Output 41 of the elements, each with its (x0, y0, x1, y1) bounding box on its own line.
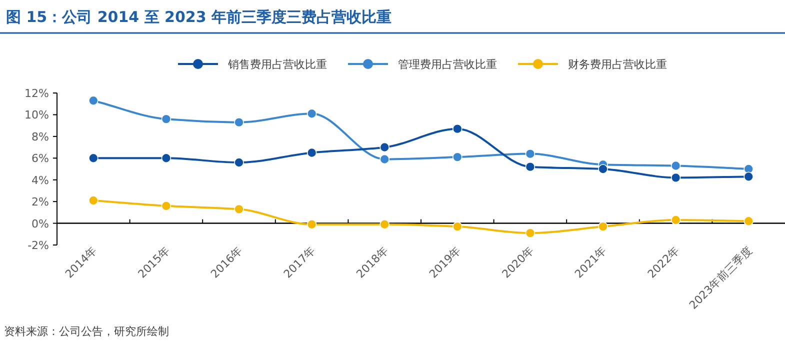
point (161, 153, 172, 164)
point (161, 201, 172, 211)
y-tick-label: 2% (32, 196, 49, 209)
point (525, 162, 536, 172)
point (670, 160, 681, 171)
point (670, 215, 681, 225)
point (380, 154, 390, 164)
text: 资料来源：公司公告，研究所绘制 (4, 325, 169, 338)
point (525, 228, 536, 238)
y-tick-label: 6% (32, 152, 49, 166)
point (88, 196, 98, 206)
point (380, 219, 390, 230)
point (234, 158, 244, 168)
point (452, 152, 462, 162)
point (598, 222, 608, 232)
point (234, 204, 244, 214)
legend-label: 销售费用占营收比重 (227, 58, 327, 71)
y-tick-label: 4% (32, 174, 49, 187)
y-tick-label: 8% (32, 130, 49, 144)
point (525, 148, 536, 159)
point (306, 219, 317, 230)
point (598, 164, 608, 174)
point (88, 153, 98, 164)
y-tick-label: 0% (32, 217, 49, 230)
y-tick-label: 12% (24, 87, 49, 100)
point (670, 172, 681, 183)
chart-title: 图 15：公司 2014 至 2023 年前三季度三费占营收比重 (6, 8, 392, 26)
point (744, 172, 754, 182)
point (452, 222, 462, 232)
point (306, 108, 317, 119)
point (306, 148, 317, 158)
point (744, 216, 754, 226)
legend-label: 财务费用占营收比重 (568, 58, 667, 71)
point (452, 124, 462, 134)
point (161, 114, 172, 124)
point (380, 142, 390, 152)
y-tick-label: -2% (28, 239, 49, 252)
point (234, 117, 244, 128)
legend-label: 管理费用占营收比重 (398, 58, 497, 71)
y-tick-label: 10% (24, 108, 49, 122)
point (88, 96, 98, 106)
